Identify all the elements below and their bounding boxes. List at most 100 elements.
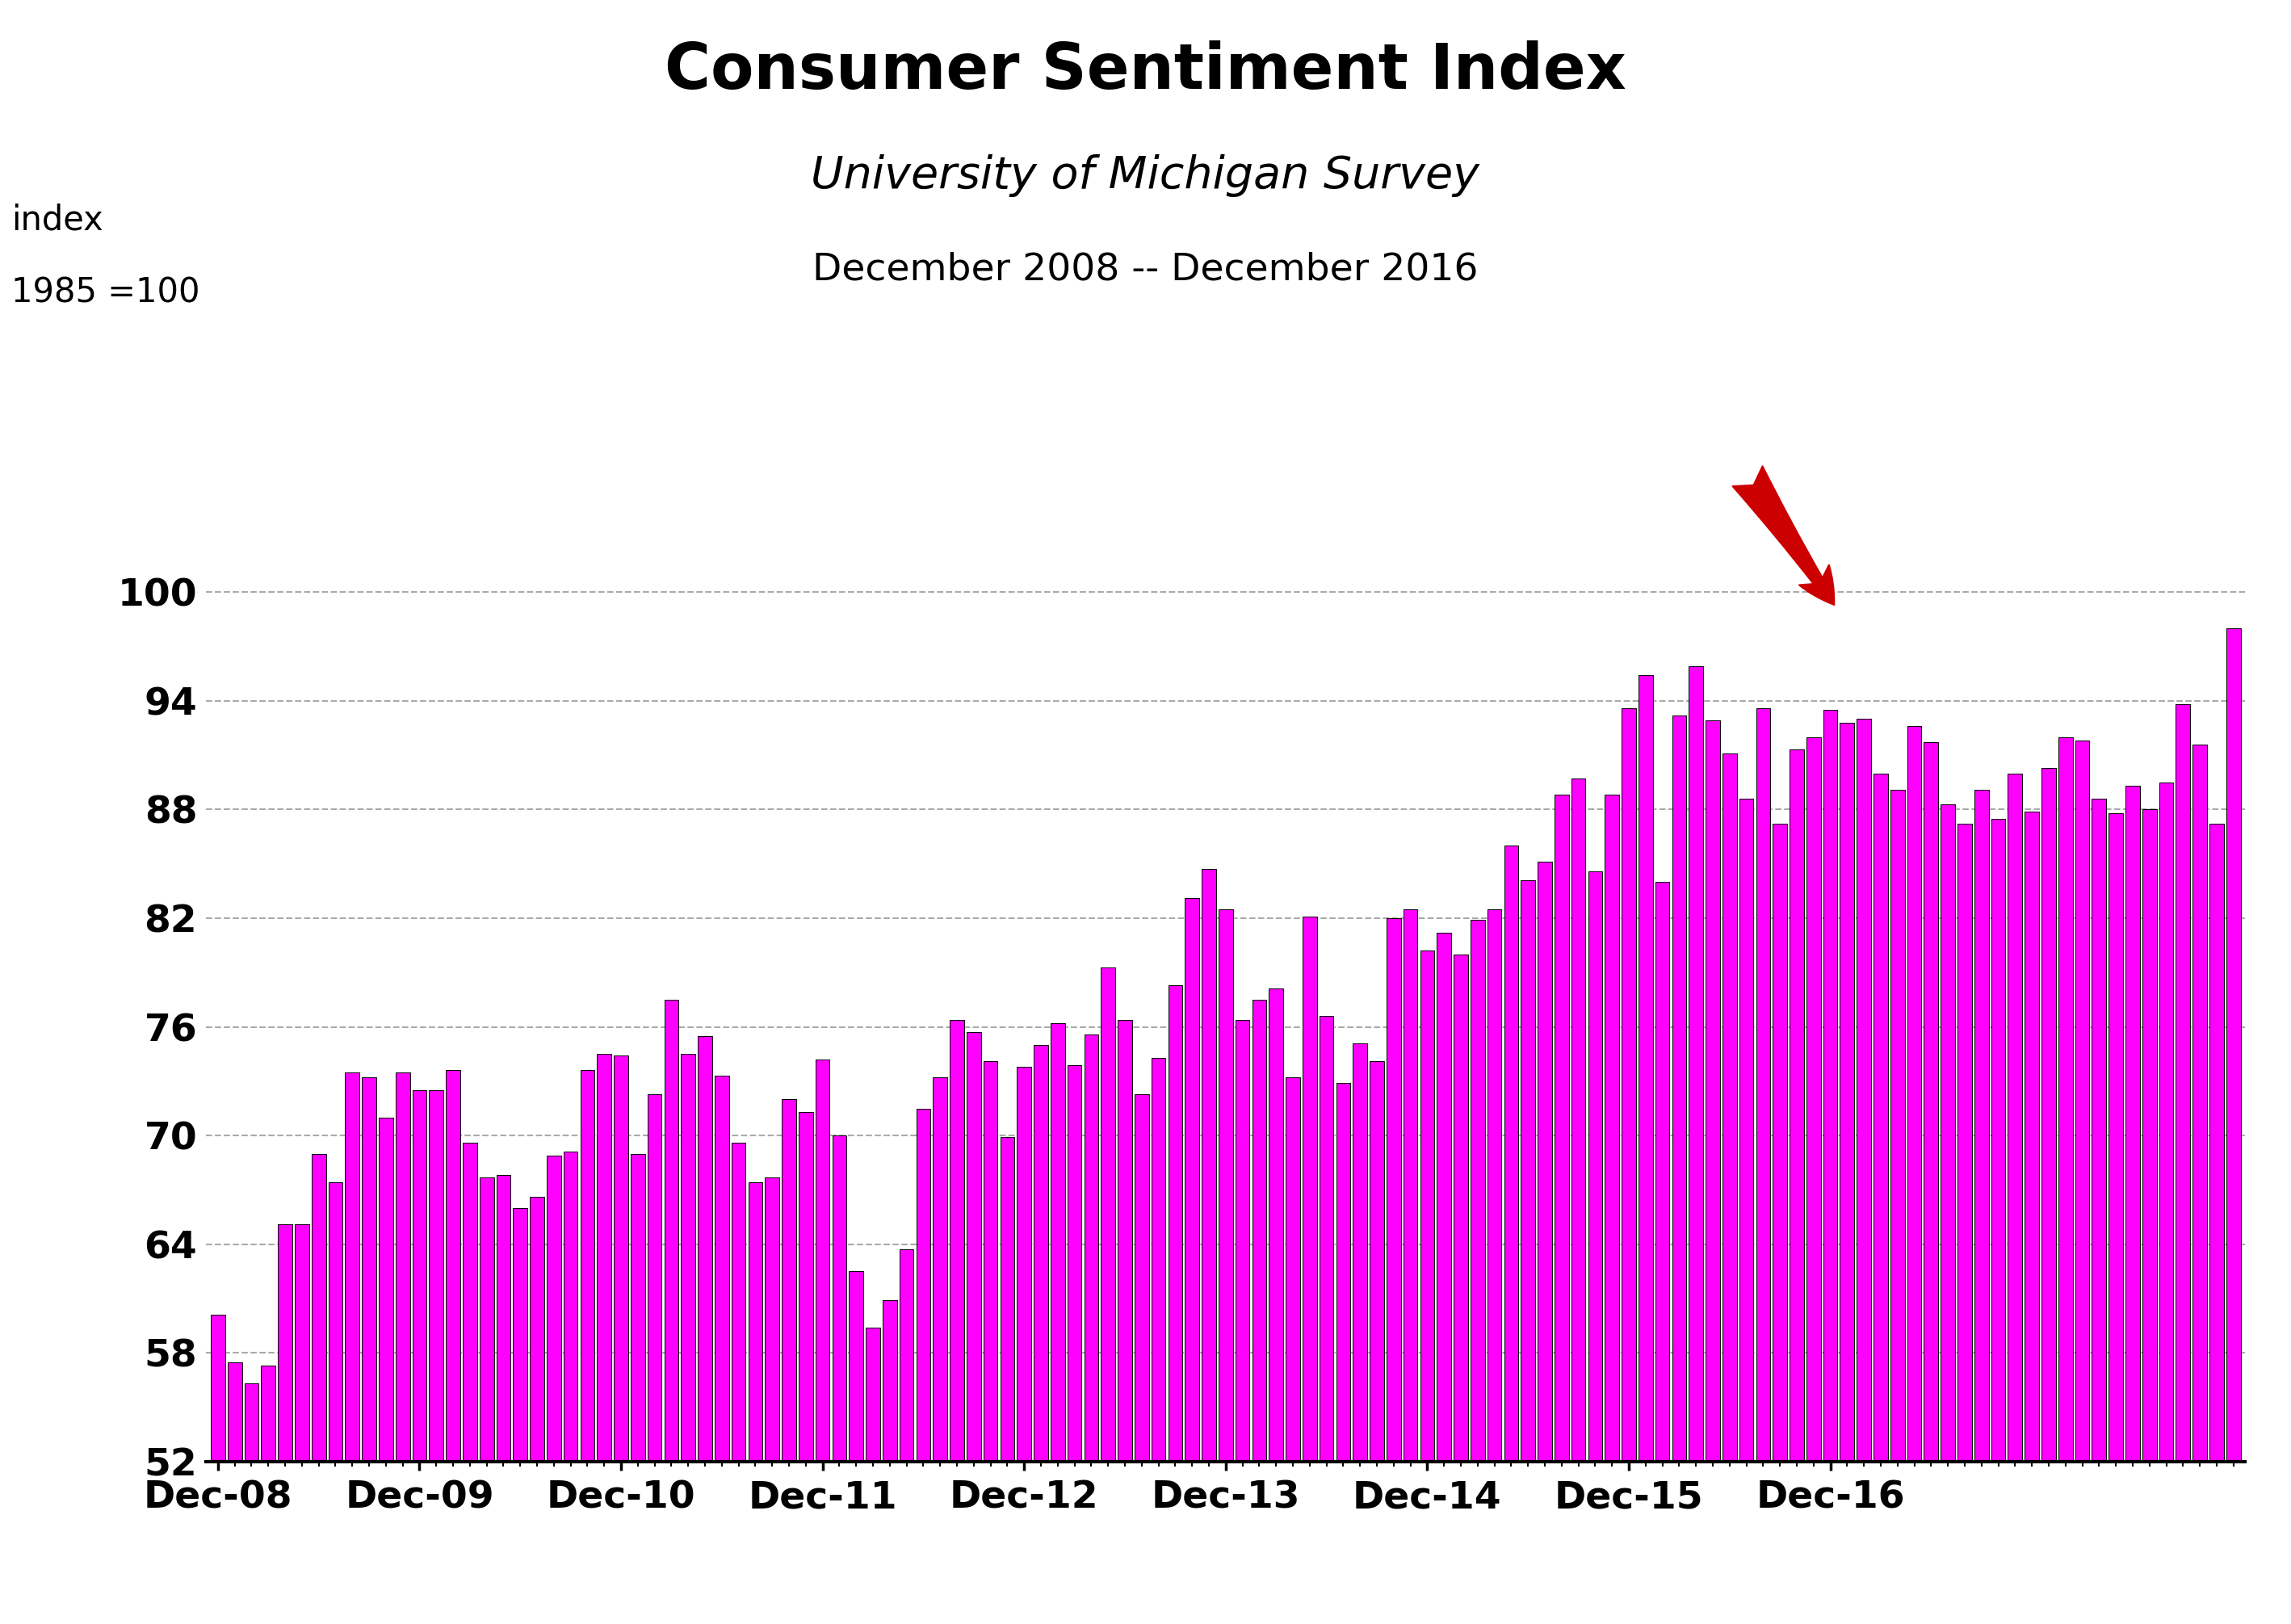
Bar bbox=[699, 1036, 713, 1462]
Bar bbox=[2209, 823, 2225, 1462]
Text: 1985 =100: 1985 =100 bbox=[11, 276, 199, 310]
Bar bbox=[630, 1153, 646, 1462]
Bar bbox=[396, 1072, 410, 1462]
Bar bbox=[900, 1250, 914, 1462]
Bar bbox=[1068, 1065, 1081, 1462]
Bar bbox=[1505, 846, 1519, 1462]
Bar bbox=[2158, 783, 2174, 1462]
Bar bbox=[1134, 1095, 1148, 1462]
Text: index: index bbox=[11, 203, 103, 237]
Bar bbox=[983, 1062, 997, 1462]
Bar bbox=[1487, 909, 1501, 1462]
Bar bbox=[1572, 780, 1585, 1462]
Bar bbox=[2007, 773, 2023, 1462]
Bar bbox=[2142, 809, 2156, 1462]
Bar bbox=[362, 1078, 376, 1462]
Bar bbox=[1840, 723, 1853, 1462]
Bar bbox=[1001, 1137, 1015, 1462]
Bar bbox=[1285, 1078, 1299, 1462]
Bar bbox=[1622, 708, 1636, 1462]
Bar bbox=[1874, 773, 1888, 1462]
Bar bbox=[447, 1070, 460, 1462]
Bar bbox=[1638, 676, 1652, 1462]
Bar bbox=[1856, 719, 1872, 1462]
Bar bbox=[1017, 1067, 1031, 1462]
Bar bbox=[548, 1156, 561, 1462]
Bar bbox=[1755, 708, 1771, 1462]
Bar bbox=[1940, 804, 1954, 1462]
Bar bbox=[1052, 1023, 1065, 1462]
Bar bbox=[1556, 796, 1569, 1462]
Bar bbox=[1304, 916, 1317, 1462]
Bar bbox=[277, 1224, 293, 1462]
Bar bbox=[564, 1151, 577, 1462]
Bar bbox=[967, 1033, 981, 1462]
Bar bbox=[1203, 869, 1217, 1462]
Bar bbox=[2176, 705, 2190, 1462]
Bar bbox=[1084, 1034, 1097, 1462]
Bar bbox=[832, 1135, 845, 1462]
Bar bbox=[1537, 862, 1551, 1462]
Bar bbox=[715, 1075, 729, 1462]
Bar bbox=[1118, 1020, 1132, 1462]
Bar bbox=[882, 1301, 896, 1462]
Bar bbox=[1420, 950, 1434, 1462]
Bar bbox=[412, 1090, 426, 1462]
Bar bbox=[1404, 909, 1418, 1462]
Text: University of Michigan Survey: University of Michigan Survey bbox=[811, 154, 1480, 197]
Bar bbox=[1890, 789, 1904, 1462]
Bar bbox=[731, 1143, 747, 1462]
Bar bbox=[463, 1143, 477, 1462]
Bar bbox=[261, 1366, 275, 1462]
Bar bbox=[1789, 750, 1803, 1462]
Bar bbox=[1436, 932, 1450, 1462]
Bar bbox=[1773, 823, 1787, 1462]
Bar bbox=[497, 1176, 511, 1462]
Text: December 2008 -- December 2016: December 2008 -- December 2016 bbox=[813, 252, 1478, 287]
Bar bbox=[2076, 741, 2089, 1462]
Bar bbox=[1606, 796, 1620, 1462]
Bar bbox=[2041, 768, 2055, 1462]
Bar bbox=[580, 1070, 596, 1462]
Bar bbox=[245, 1384, 259, 1462]
Bar bbox=[513, 1208, 527, 1462]
Bar bbox=[529, 1197, 545, 1462]
Bar bbox=[1102, 968, 1116, 1462]
Bar bbox=[1705, 721, 1721, 1462]
Text: Consumer Sentiment Index: Consumer Sentiment Index bbox=[664, 41, 1627, 102]
Bar bbox=[378, 1117, 394, 1462]
Bar bbox=[428, 1090, 444, 1462]
Bar bbox=[1805, 737, 1821, 1462]
Bar bbox=[816, 1059, 829, 1462]
Bar bbox=[296, 1224, 309, 1462]
Bar bbox=[1991, 818, 2005, 1462]
Bar bbox=[1354, 1043, 1368, 1462]
Bar bbox=[1320, 1017, 1333, 1462]
Bar bbox=[1152, 1057, 1166, 1462]
Bar bbox=[1672, 715, 1686, 1462]
Bar bbox=[1386, 918, 1400, 1462]
Bar bbox=[1033, 1044, 1047, 1462]
Bar bbox=[800, 1112, 813, 1462]
Bar bbox=[1739, 799, 1753, 1462]
Bar bbox=[749, 1182, 763, 1462]
Bar bbox=[1184, 898, 1198, 1462]
Bar bbox=[850, 1272, 864, 1462]
Bar bbox=[312, 1153, 325, 1462]
Bar bbox=[2057, 737, 2073, 1462]
Bar bbox=[1975, 789, 1989, 1462]
Bar bbox=[211, 1315, 225, 1462]
Bar bbox=[1455, 955, 1469, 1462]
Bar bbox=[1688, 666, 1702, 1462]
Bar bbox=[2025, 812, 2039, 1462]
Bar bbox=[664, 1000, 678, 1462]
Bar bbox=[1588, 870, 1601, 1462]
Bar bbox=[1957, 823, 1973, 1462]
Bar bbox=[781, 1099, 797, 1462]
Bar bbox=[1906, 726, 1922, 1462]
Bar bbox=[1235, 1020, 1249, 1462]
Bar bbox=[1370, 1062, 1384, 1462]
Bar bbox=[1521, 880, 1535, 1462]
Bar bbox=[328, 1182, 344, 1462]
Bar bbox=[932, 1078, 946, 1462]
